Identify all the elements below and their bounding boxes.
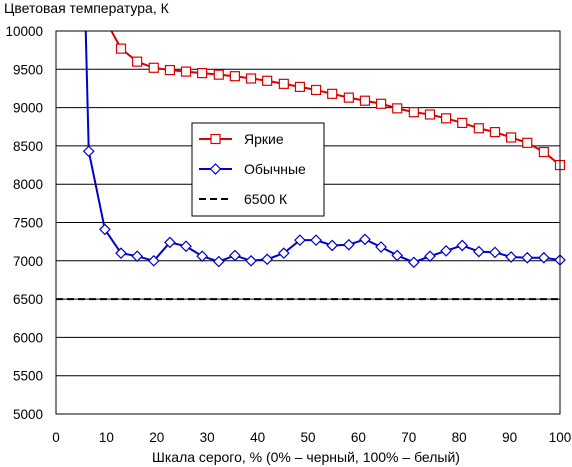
marker-bright-7 bbox=[229, 71, 241, 82]
x-tick-label-90: 90 bbox=[502, 430, 517, 445]
y-tick-labels: 5000 5500 6000 6500 7000 7500 8000 8500 9000 9500… bbox=[5, 24, 43, 422]
legend-label-1: Обычные bbox=[244, 161, 306, 177]
legend-swatch-marker-1 bbox=[209, 163, 222, 175]
x-tick-label-10: 10 bbox=[99, 430, 114, 445]
marker-normal-27 bbox=[521, 251, 534, 264]
x-axis-title: Шкала серого, % (0% – черный, 100% – бел… bbox=[152, 449, 460, 465]
marker-normal-28 bbox=[538, 251, 550, 264]
x-tick-label-20: 20 bbox=[149, 430, 164, 445]
marker-normal-16 bbox=[342, 238, 355, 251]
marker-normal-1 bbox=[99, 223, 111, 236]
marker-bright-21 bbox=[457, 117, 468, 129]
marker-bright-11 bbox=[294, 81, 306, 93]
y-axis-title: Цветовая температура, К bbox=[4, 0, 170, 16]
marker-normal-7 bbox=[196, 250, 209, 263]
marker-normal-18 bbox=[375, 241, 387, 253]
marker-normal-26 bbox=[505, 251, 517, 263]
marker-normal-25 bbox=[489, 246, 501, 259]
marker-normal-23 bbox=[456, 239, 469, 252]
marker-bright-8 bbox=[245, 73, 257, 84]
y-tick-label-8000: 8000 bbox=[13, 177, 43, 192]
legend-label-0: Яркие bbox=[244, 131, 284, 147]
marker-normal-22 bbox=[440, 244, 452, 257]
marker-bright-15 bbox=[359, 95, 371, 106]
marker-bright-22 bbox=[473, 123, 484, 134]
marker-normal-19 bbox=[391, 249, 404, 262]
marker-bright-25 bbox=[522, 137, 533, 148]
marker-normal-6 bbox=[180, 240, 192, 253]
x-tick-label-40: 40 bbox=[250, 430, 265, 445]
x-tick-label-70: 70 bbox=[401, 430, 416, 445]
marker-bright-13 bbox=[327, 88, 338, 99]
marker-bright-12 bbox=[310, 84, 322, 96]
marker-normal-2 bbox=[115, 247, 127, 259]
marker-bright-1 bbox=[132, 56, 143, 67]
marker-normal-9 bbox=[229, 249, 241, 262]
y-tick-label-6500: 6500 bbox=[13, 292, 43, 307]
y-tick-label-10000: 10000 bbox=[5, 24, 43, 39]
legend-label-2: 6500 К bbox=[244, 191, 288, 207]
y-tick-label-7500: 7500 bbox=[13, 216, 43, 231]
marker-bright-10 bbox=[278, 78, 289, 89]
marker-bright-4 bbox=[180, 66, 192, 77]
legend: Яркие Обычные 6500 К bbox=[191, 122, 325, 217]
marker-normal-3 bbox=[131, 250, 143, 263]
marker-normal-13 bbox=[294, 234, 306, 246]
marker-normal-8 bbox=[212, 255, 225, 268]
x-tick-label-50: 50 bbox=[300, 430, 315, 445]
y-tick-label-9500: 9500 bbox=[13, 62, 43, 77]
marker-normal-4 bbox=[147, 254, 160, 267]
marker-normal-21 bbox=[424, 250, 436, 263]
x-tick-label-0: 0 bbox=[52, 430, 60, 445]
y-tick-label-5000: 5000 bbox=[13, 407, 43, 422]
x-tick-label-30: 30 bbox=[200, 430, 215, 445]
marker-normal-5 bbox=[164, 236, 176, 249]
marker-bright-23 bbox=[489, 127, 501, 138]
y-tick-label-9000: 9000 bbox=[13, 101, 43, 116]
marker-bright-26 bbox=[538, 146, 549, 158]
x-tick-label-80: 80 bbox=[452, 430, 467, 445]
marker-bright-18 bbox=[408, 107, 419, 118]
marker-bright-3 bbox=[164, 64, 176, 76]
series-markers bbox=[82, 43, 566, 269]
legend-swatch-marker-0 bbox=[210, 133, 221, 145]
marker-normal-0 bbox=[82, 145, 95, 158]
y-tick-label-8500: 8500 bbox=[13, 139, 43, 154]
marker-bright-17 bbox=[392, 103, 403, 114]
marker-bright-0 bbox=[115, 43, 127, 54]
marker-bright-16 bbox=[375, 98, 387, 109]
x-tick-labels: 0 10 20 30 40 50 60 70 80 90 100 bbox=[52, 430, 571, 445]
marker-bright-2 bbox=[148, 62, 159, 73]
marker-normal-14 bbox=[310, 234, 322, 246]
plot-area-frame bbox=[55, 30, 561, 415]
marker-bright-6 bbox=[213, 69, 224, 80]
y-tick-label-6000: 6000 bbox=[13, 330, 43, 345]
marker-bright-9 bbox=[262, 75, 273, 86]
marker-normal-12 bbox=[277, 247, 290, 259]
marker-normal-17 bbox=[359, 233, 371, 246]
x-tick-label-100: 100 bbox=[549, 430, 572, 445]
marker-bright-14 bbox=[343, 92, 354, 103]
marker-normal-11 bbox=[261, 253, 274, 266]
marker-bright-20 bbox=[440, 113, 452, 124]
y-tick-label-7000: 7000 bbox=[13, 254, 43, 269]
marker-bright-24 bbox=[506, 132, 517, 143]
marker-bright-5 bbox=[197, 68, 208, 79]
grid-lines bbox=[56, 68, 560, 377]
marker-normal-24 bbox=[473, 245, 485, 258]
y-tick-label-5500: 5500 bbox=[13, 369, 43, 384]
x-tick-label-60: 60 bbox=[351, 430, 366, 445]
marker-bright-19 bbox=[424, 109, 436, 120]
marker-normal-20 bbox=[407, 256, 420, 269]
marker-normal-15 bbox=[326, 239, 339, 252]
marker-normal-10 bbox=[245, 254, 257, 267]
